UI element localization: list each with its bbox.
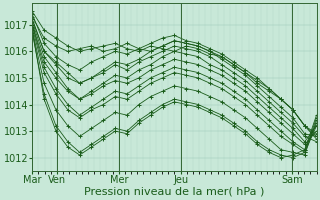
X-axis label: Pression niveau de la mer( hPa ): Pression niveau de la mer( hPa ) — [84, 187, 265, 197]
